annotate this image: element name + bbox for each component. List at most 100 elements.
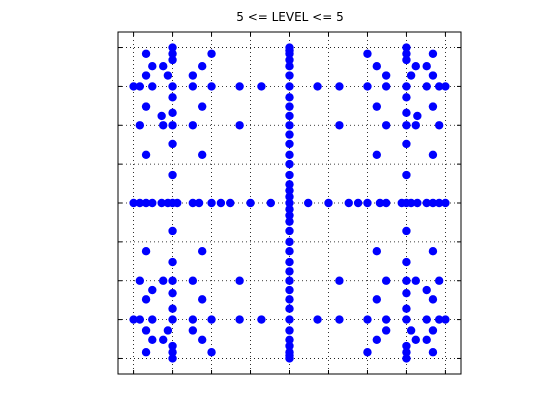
data-point xyxy=(411,276,420,285)
data-point xyxy=(207,82,216,91)
data-point xyxy=(141,198,151,208)
data-point xyxy=(235,276,244,285)
data-point xyxy=(235,82,244,91)
data-point xyxy=(285,217,294,226)
data-point xyxy=(285,159,294,169)
data-point xyxy=(434,315,444,324)
data-point xyxy=(372,150,382,160)
data-point xyxy=(381,82,391,91)
data-point xyxy=(285,150,294,160)
data-point xyxy=(411,335,420,344)
data-point xyxy=(285,205,294,214)
data-point xyxy=(335,276,344,285)
data-point xyxy=(141,49,151,58)
data-point xyxy=(257,82,266,91)
data-point xyxy=(207,198,216,208)
data-point xyxy=(402,354,411,363)
data-point xyxy=(168,82,177,91)
data-point xyxy=(381,315,391,324)
data-point xyxy=(324,198,333,208)
data-point xyxy=(344,198,353,208)
data-point xyxy=(168,348,177,357)
data-point xyxy=(381,121,391,130)
data-point xyxy=(381,198,391,208)
data-point xyxy=(168,341,177,351)
data-point xyxy=(148,285,157,295)
data-point xyxy=(413,198,422,208)
data-point xyxy=(235,121,244,130)
data-point xyxy=(402,170,411,180)
data-point xyxy=(141,102,151,111)
data-point xyxy=(285,121,294,130)
data-point xyxy=(372,246,382,256)
data-point xyxy=(168,315,177,324)
data-point xyxy=(197,61,207,71)
data-point xyxy=(335,82,344,91)
data-point xyxy=(381,71,391,80)
data-point xyxy=(363,198,372,208)
data-point xyxy=(402,93,411,102)
data-point xyxy=(372,102,382,111)
data-point xyxy=(335,121,344,130)
data-point xyxy=(285,192,294,201)
data-point xyxy=(441,198,450,208)
data-point xyxy=(434,276,444,285)
data-point xyxy=(207,49,216,58)
data-point xyxy=(168,93,177,102)
data-point xyxy=(168,49,177,58)
data-point xyxy=(285,335,294,344)
data-point xyxy=(194,198,204,208)
data-point xyxy=(141,150,151,160)
data-point xyxy=(168,276,177,285)
data-point xyxy=(285,198,294,208)
data-point xyxy=(197,246,207,256)
data-point xyxy=(188,315,198,324)
data-point xyxy=(235,315,244,324)
data-point xyxy=(406,326,416,335)
data-point xyxy=(285,285,294,295)
data-point xyxy=(402,108,411,118)
data-point xyxy=(285,180,294,189)
data-point xyxy=(304,198,313,208)
data-point xyxy=(159,335,168,344)
data-point xyxy=(285,226,294,236)
data-point xyxy=(226,198,235,208)
data-point xyxy=(428,102,438,111)
data-point xyxy=(402,55,411,65)
data-point xyxy=(402,304,411,313)
data-point xyxy=(411,61,420,71)
data-point xyxy=(372,61,382,71)
data-point xyxy=(434,198,444,208)
data-point xyxy=(163,71,173,80)
data-point xyxy=(422,285,431,295)
data-point xyxy=(428,71,438,80)
data-point xyxy=(141,348,151,357)
data-point xyxy=(188,276,198,285)
data-point xyxy=(428,198,438,208)
data-point xyxy=(285,186,294,195)
data-point xyxy=(285,257,294,267)
data-point xyxy=(188,326,198,335)
data-point xyxy=(402,139,411,149)
data-point xyxy=(402,43,411,52)
data-point xyxy=(381,326,391,335)
data-point xyxy=(363,348,372,357)
data-point xyxy=(168,170,177,180)
data-point xyxy=(168,288,177,298)
chart-title: 5 <= LEVEL <= 5 xyxy=(236,10,344,24)
data-point xyxy=(168,108,177,118)
data-point xyxy=(285,348,294,357)
data-point xyxy=(168,55,177,65)
axis-ticks xyxy=(118,32,461,374)
data-point xyxy=(313,82,322,91)
data-point xyxy=(402,348,411,357)
data-point xyxy=(402,49,411,58)
data-point xyxy=(168,304,177,313)
data-point xyxy=(402,121,411,130)
data-point xyxy=(216,198,226,208)
data-point xyxy=(197,150,207,160)
data-point xyxy=(428,49,438,58)
data-point xyxy=(402,276,411,285)
data-point xyxy=(372,295,382,304)
data-point xyxy=(402,288,411,298)
